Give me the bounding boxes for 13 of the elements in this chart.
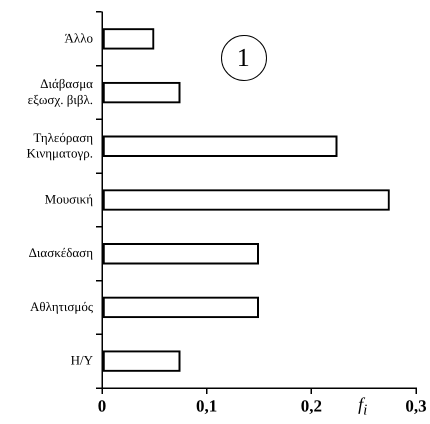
x-tick-label: 0	[98, 396, 106, 416]
y-tick-label: Άλλο	[64, 30, 93, 46]
x-tick-label: 0,3	[405, 396, 427, 416]
annotation: 1	[236, 43, 250, 72]
y-tick-label: Διάβασμα εξωσχ. βιβλ.	[28, 76, 94, 107]
y-tick-label: Τηλεόραση Κινηματογρ.	[26, 130, 94, 161]
y-tick-label: Μουσική	[44, 191, 94, 206]
y-tick-label: Η/Υ	[70, 352, 94, 368]
x-tick-label: 0,1	[196, 396, 218, 416]
y-tick-label: Αθλητισμός	[30, 298, 94, 314]
x-axis-title: f$_{i}$	[358, 394, 368, 420]
x-tick-label: 0,2	[300, 396, 322, 416]
y-tick-label: Διασκέδαση	[28, 245, 94, 260]
